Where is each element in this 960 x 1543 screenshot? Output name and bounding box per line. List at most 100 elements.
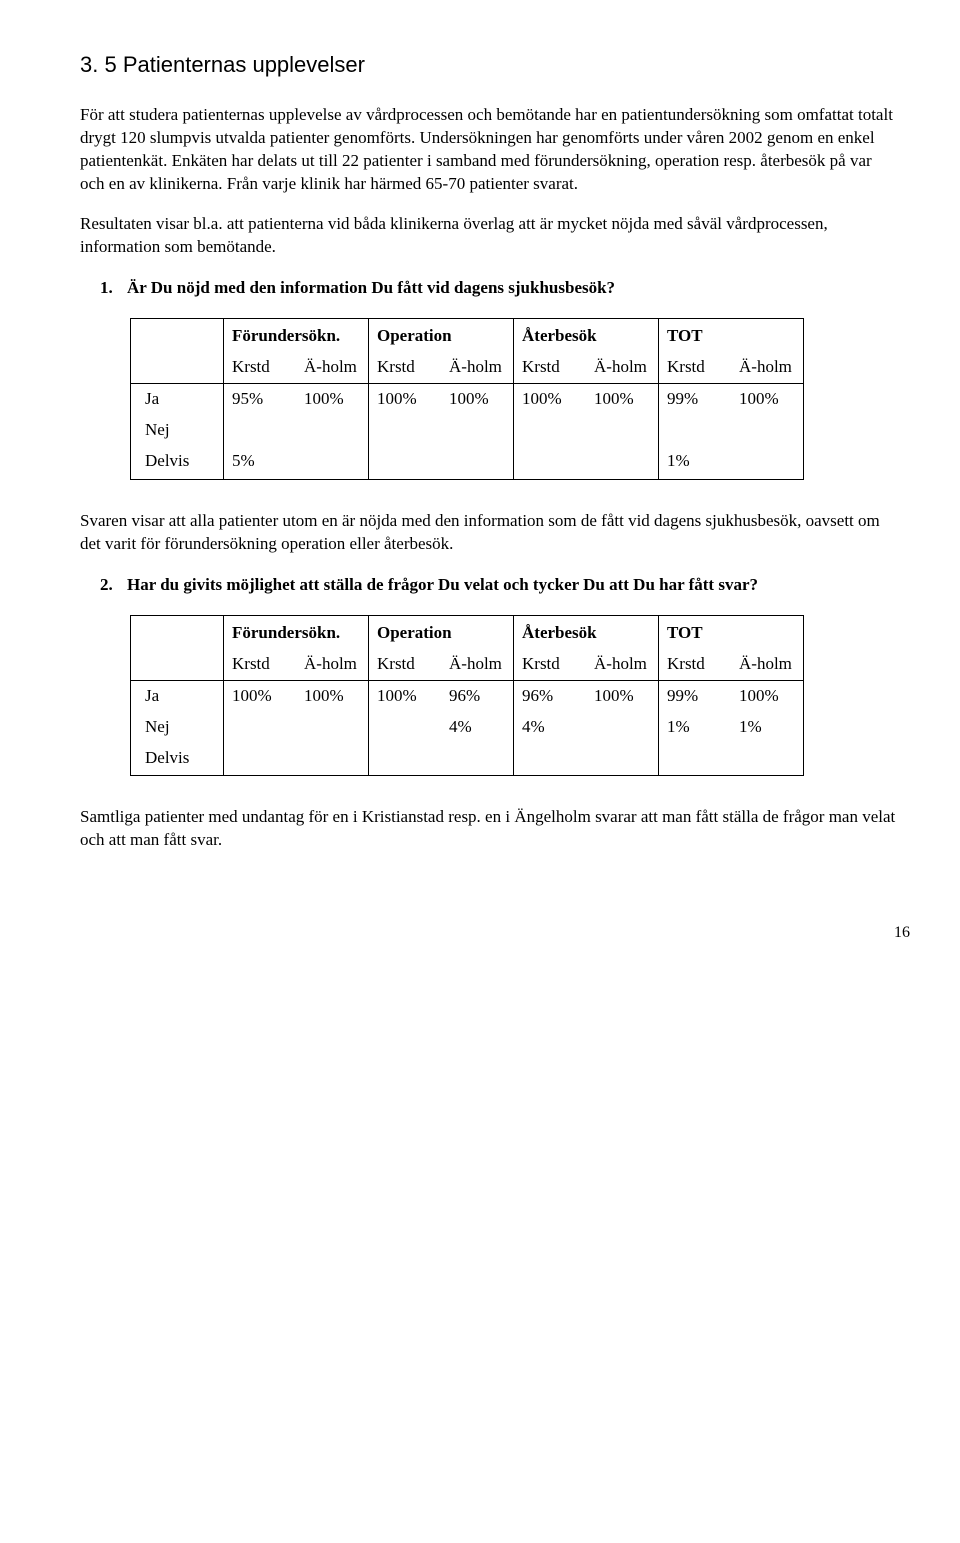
- row-label: Nej: [131, 712, 224, 743]
- sub-col: Krstd: [659, 352, 732, 383]
- cell: 100%: [296, 680, 369, 711]
- cell: [731, 446, 804, 479]
- section-heading: 3. 5 Patienternas upplevelser: [80, 50, 920, 80]
- group-col: Förundersökn.: [224, 319, 369, 352]
- cell: [296, 415, 369, 446]
- table-corner: [131, 649, 224, 680]
- cell: [296, 712, 369, 743]
- table-row: Ja 95% 100% 100% 100% 100% 100% 99% 100%: [131, 384, 804, 415]
- group-col: Återbesök: [514, 615, 659, 648]
- cell: 99%: [659, 680, 732, 711]
- answers-paragraph: Svaren visar att alla patienter utom en …: [80, 510, 900, 556]
- cell: [659, 743, 732, 776]
- cell: [586, 743, 659, 776]
- cell: 96%: [514, 680, 587, 711]
- cell: 4%: [514, 712, 587, 743]
- cell: 100%: [586, 680, 659, 711]
- cell: 5%: [224, 446, 297, 479]
- sub-col: Krstd: [369, 352, 442, 383]
- sub-col: Krstd: [369, 649, 442, 680]
- cell: 4%: [441, 712, 514, 743]
- cell: 1%: [659, 712, 732, 743]
- cell: [224, 712, 297, 743]
- table-row: Ja 100% 100% 100% 96% 96% 100% 99% 100%: [131, 680, 804, 711]
- table-row: Delvis 5% 1%: [131, 446, 804, 479]
- cell: [731, 415, 804, 446]
- cell: [514, 446, 587, 479]
- section-number: 3. 5: [80, 52, 117, 77]
- cell: 100%: [369, 680, 442, 711]
- cell: [441, 415, 514, 446]
- cell: 1%: [731, 712, 804, 743]
- row-label: Delvis: [131, 446, 224, 479]
- sub-col: Krstd: [224, 352, 297, 383]
- question-2-table: Förundersökn. Operation Återbesök TOT Kr…: [130, 615, 804, 777]
- table-corner: [131, 319, 224, 352]
- cell: [441, 743, 514, 776]
- question-2-text: Har du givits möjlighet att ställa de fr…: [127, 575, 758, 594]
- sub-col: Ä-holm: [731, 352, 804, 383]
- group-col: TOT: [659, 319, 804, 352]
- page-number: 16: [80, 922, 920, 944]
- cell: [296, 743, 369, 776]
- sub-col: Ä-holm: [586, 352, 659, 383]
- cell: [514, 415, 587, 446]
- cell: [369, 415, 442, 446]
- cell: [441, 446, 514, 479]
- table-row: Delvis: [131, 743, 804, 776]
- cell: 100%: [731, 384, 804, 415]
- cell: 96%: [441, 680, 514, 711]
- cell: [369, 446, 442, 479]
- cell: [586, 446, 659, 479]
- cell: [224, 743, 297, 776]
- group-col: Återbesök: [514, 319, 659, 352]
- table-row: Nej: [131, 415, 804, 446]
- cell: 100%: [441, 384, 514, 415]
- cell: 100%: [731, 680, 804, 711]
- question-2-number: 2.: [100, 575, 113, 594]
- intro-paragraph-1: För att studera patienternas upplevelse …: [80, 104, 900, 196]
- cell: [731, 743, 804, 776]
- cell: 100%: [514, 384, 587, 415]
- cell: 100%: [586, 384, 659, 415]
- sub-col: Ä-holm: [296, 352, 369, 383]
- cell: 100%: [224, 680, 297, 711]
- closing-paragraph: Samtliga patienter med undantag för en i…: [80, 806, 900, 852]
- section-title: Patienternas upplevelser: [123, 52, 365, 77]
- sub-col: Ä-holm: [296, 649, 369, 680]
- cell: [586, 712, 659, 743]
- intro-paragraph-2: Resultaten visar bl.a. att patienterna v…: [80, 213, 900, 259]
- cell: [659, 415, 732, 446]
- cell: [586, 415, 659, 446]
- row-label: Ja: [131, 680, 224, 711]
- table-row: Nej 4% 4% 1% 1%: [131, 712, 804, 743]
- cell: [224, 415, 297, 446]
- sub-col: Ä-holm: [586, 649, 659, 680]
- question-1-heading: 1. Är Du nöjd med den information Du fåt…: [100, 277, 920, 300]
- sub-col: Krstd: [514, 352, 587, 383]
- cell: 100%: [296, 384, 369, 415]
- cell: 100%: [369, 384, 442, 415]
- row-label: Delvis: [131, 743, 224, 776]
- cell: [296, 446, 369, 479]
- row-label: Nej: [131, 415, 224, 446]
- cell: 99%: [659, 384, 732, 415]
- group-col: Operation: [369, 319, 514, 352]
- table-corner: [131, 615, 224, 648]
- sub-col: Ä-holm: [441, 352, 514, 383]
- sub-col: Ä-holm: [731, 649, 804, 680]
- question-1-table: Förundersökn. Operation Återbesök TOT Kr…: [130, 318, 804, 480]
- cell: [514, 743, 587, 776]
- cell: 95%: [224, 384, 297, 415]
- sub-col: Krstd: [514, 649, 587, 680]
- cell: [369, 712, 442, 743]
- question-2-heading: 2. Har du givits möjlighet att ställa de…: [100, 574, 920, 597]
- sub-col: Krstd: [659, 649, 732, 680]
- row-label: Ja: [131, 384, 224, 415]
- cell: [369, 743, 442, 776]
- sub-col: Ä-holm: [441, 649, 514, 680]
- question-1-text: Är Du nöjd med den information Du fått v…: [127, 278, 615, 297]
- sub-col: Krstd: [224, 649, 297, 680]
- group-col: TOT: [659, 615, 804, 648]
- table-corner: [131, 352, 224, 383]
